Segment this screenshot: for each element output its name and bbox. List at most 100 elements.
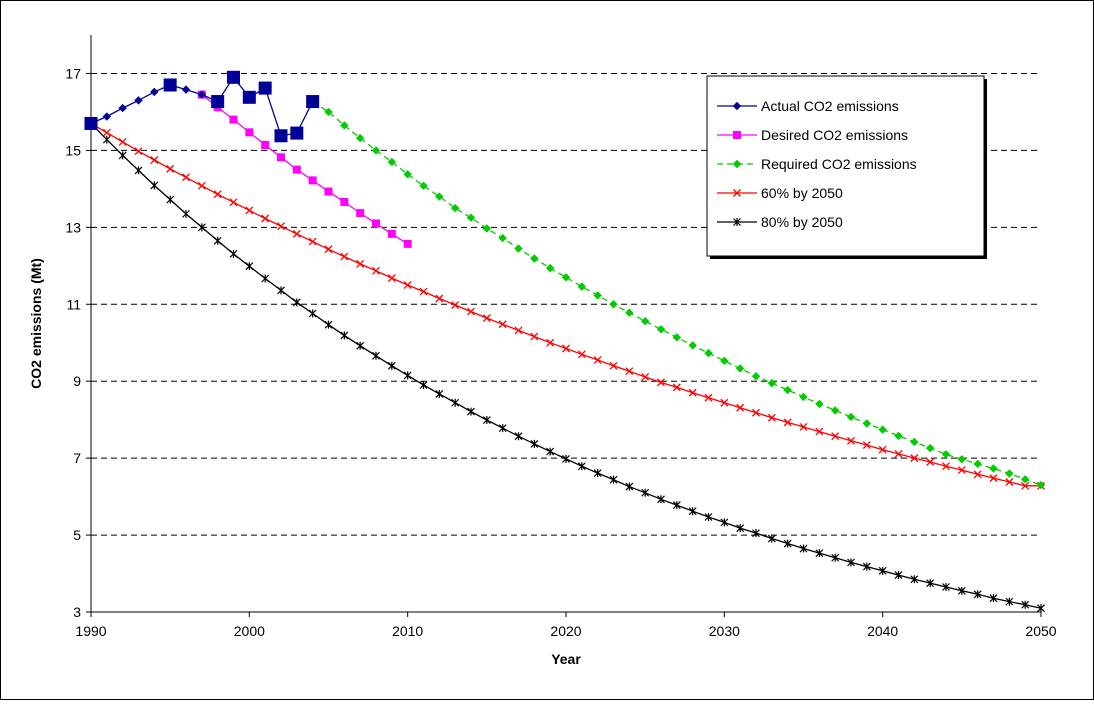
series-lines [84,70,1046,613]
data-point [245,262,254,271]
data-point [356,209,365,218]
data-point [118,137,127,146]
data-point [736,524,745,533]
data-point [641,373,650,381]
data-point [102,135,111,144]
data-point [134,147,143,156]
y-axis-label: CO2 emissions (Mt) [28,258,44,389]
data-point [308,237,317,246]
data-point [910,575,919,584]
data-point [957,466,966,475]
data-point [561,273,571,282]
data-point [720,518,729,527]
data-point [482,224,492,233]
data-point [134,166,143,175]
data-point [657,495,665,504]
data-point [530,254,539,263]
data-point [102,128,111,137]
y-tick-label: 17 [65,65,81,81]
data-point [197,90,207,99]
data-point [735,364,745,373]
legend-item: Desired CO2 emissions [717,127,908,143]
data-point [799,392,808,402]
data-point [372,219,380,228]
data-point [736,403,745,412]
data-point [752,408,760,417]
data-point [625,482,634,491]
data-point [815,399,824,409]
data-point [435,192,444,201]
data-point [245,206,254,215]
data-point [831,432,840,441]
y-tick-label: 3 [73,604,81,620]
data-point [910,454,919,463]
data-point [957,455,967,464]
data-point [862,441,871,450]
data-point [562,454,570,463]
data-point [720,356,729,366]
data-point [371,146,381,155]
data-point [593,469,602,478]
data-point [609,300,618,309]
data-point [498,320,507,329]
data-point [767,413,776,422]
data-point [1036,480,1046,490]
data-point [942,582,950,591]
legend-label: Actual CO2 emissions [761,98,899,114]
data-point [292,229,301,238]
data-point [732,159,742,169]
data-point [530,332,539,341]
data-point [182,209,190,218]
data-point [308,309,317,318]
data-point [261,141,270,150]
legend-item: Required CO2 emissions [717,156,917,172]
data-point [1037,604,1045,613]
data-point [308,176,317,185]
data-point [197,223,206,232]
y-tick-label: 9 [73,373,81,389]
data-point [102,112,112,121]
data-point [387,157,397,167]
data-point [989,594,998,603]
legend-label: 60% by 2050 [761,185,843,201]
legend-label: Required CO2 emissions [761,156,917,172]
y-tick-label: 15 [65,142,81,158]
data-point [181,85,191,94]
data-point [1005,469,1014,478]
data-point [150,87,159,97]
data-point [387,361,396,370]
data-point [419,381,428,390]
data-point [1005,597,1014,606]
data-point [577,350,586,359]
data-point [656,325,666,334]
axes: 3 5 7 9 11 13 15 17 1990 2000 2010 2020 2030 2040 2050 [65,35,1057,639]
data-point [672,501,681,510]
data-point [324,245,333,254]
data-point [720,398,729,407]
data-point [751,371,761,381]
y-tick-label: 13 [65,219,81,235]
data-point [846,412,856,422]
data-point [799,423,808,431]
data-point [752,529,760,538]
data-point [704,512,713,521]
data-point [84,116,98,130]
data-point [134,96,143,105]
data-point [229,198,238,207]
data-point [245,128,254,137]
data-point [688,507,697,516]
data-point [261,214,270,223]
data-point [530,439,539,448]
data-point [1021,600,1030,609]
data-point [815,549,824,558]
data-point [277,286,285,295]
legend-label: Desired CO2 emissions [761,127,908,143]
data-point [733,218,741,226]
x-tick-label: 2000 [234,623,265,639]
data-point [815,427,824,436]
data-point [213,236,222,245]
data-point [625,308,634,317]
data-point [894,449,903,458]
data-point [403,281,412,289]
